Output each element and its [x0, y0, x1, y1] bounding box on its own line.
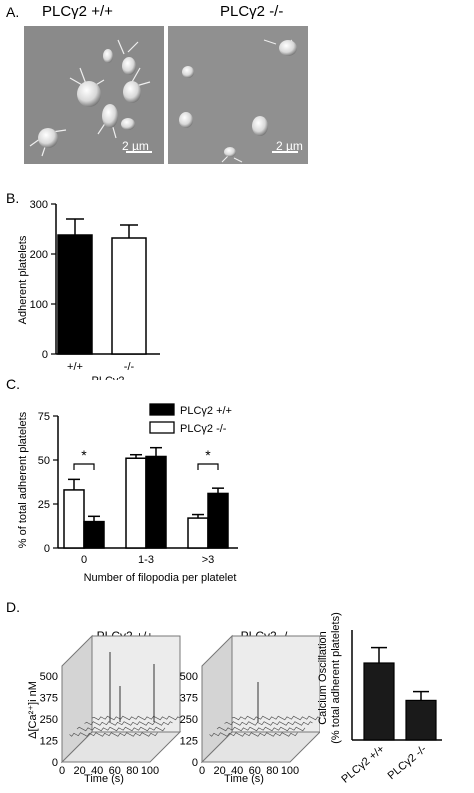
panel-c-legend-swatch — [149, 403, 175, 416]
trace-xtick-label: 60 — [249, 765, 261, 777]
panel-c-xtick-label: >3 — [202, 554, 215, 566]
panel-d-ylabel-line1: Calcium Oscillation — [317, 631, 329, 725]
panel-b-xtick-label: +/+ — [67, 361, 83, 373]
panel-d-xtick-label: PLCγ2 -/- — [386, 743, 430, 782]
panel-d-xtick-label: PLCγ2 +/+ — [339, 743, 387, 786]
panel-c-legend-swatch — [149, 421, 175, 434]
panel-b-letter: B. — [6, 190, 20, 206]
panel-c-legend-label: PLCγ2 -/- — [180, 423, 227, 435]
trace-xtick-label: 20 — [213, 765, 225, 777]
trace-right-side-wall — [201, 634, 233, 764]
panel-c-legend-label: PLCγ2 +/+ — [180, 405, 232, 417]
trace-xtick-label: 0 — [199, 765, 205, 777]
panel-c-xlabel: Number of filopodia per platelet — [84, 572, 237, 584]
panel-c-ylabel: % of total adherent platelets — [17, 411, 29, 548]
trace-right-xlabel: Time (s) — [224, 773, 264, 785]
trace-right-trace — [209, 732, 298, 737]
trace-xtick-label: 40 — [91, 765, 103, 777]
panel-c-bar — [187, 517, 209, 549]
trace-left-side-wall — [61, 634, 93, 764]
panel-c-ytick-label: 50 — [38, 455, 50, 467]
panel-d-letter: D. — [6, 599, 20, 615]
trace-ytick-label: 250 — [180, 714, 198, 726]
micrograph-wildtype — [24, 26, 164, 164]
trace-right-trace — [216, 726, 306, 732]
panel-c-xtick-label: 0 — [81, 554, 87, 566]
panel-b-bar — [111, 237, 147, 355]
panel-b-bar — [57, 234, 93, 355]
panel-c-ytick-label: 75 — [38, 411, 50, 423]
panel-b-xtick-label: -/- — [124, 361, 135, 373]
panel-c-bar — [207, 492, 229, 549]
trace-ytick-label: 125 — [40, 736, 58, 748]
trace-left-trace — [91, 715, 181, 721]
panel-c-chart: % of total adherent platelets Number of … — [0, 378, 280, 593]
panel-b-ytick-label: 300 — [30, 199, 48, 211]
trace-right-back-wall — [231, 635, 321, 733]
trace-xtick-label: 20 — [73, 765, 85, 777]
trace-xtick-label: 40 — [231, 765, 243, 777]
trace-xtick-label: 60 — [109, 765, 121, 777]
trace-xtick-label: 80 — [126, 765, 138, 777]
trace-left-trace — [76, 726, 166, 732]
panel-c-bar — [83, 520, 105, 549]
trace-ytick-label: 250 — [40, 714, 58, 726]
trace-ytick-label: 500 — [180, 671, 198, 683]
panel-c-significance-bracket — [197, 463, 219, 470]
panel-d-bar — [405, 699, 437, 741]
micrograph-knockout — [168, 26, 308, 164]
trace-left-back-wall — [91, 635, 181, 733]
trace-ytick-label: 375 — [40, 693, 58, 705]
trace-ytick-label: 0 — [192, 757, 198, 769]
trace-xtick-label: 100 — [281, 765, 299, 777]
trace-ytick-label: 500 — [40, 671, 58, 683]
panel-d-bar-chart: Calcium Oscillation (% total adherent pl… — [310, 608, 474, 793]
panel-c-ytick-label: 25 — [38, 499, 50, 511]
panel-b-ytick-label: 0 — [42, 349, 48, 361]
trace-ytick-label: 125 — [180, 736, 198, 748]
panel-c-significance-star: * — [205, 447, 211, 463]
panel-d-ylabel-line2: (% total adherent platelets) — [330, 612, 342, 743]
scale-bar-label-right: 2 µm — [276, 139, 303, 153]
panel-b-ylabel: Adherent platelets — [17, 235, 29, 324]
trace-right-trace — [224, 721, 313, 726]
panel-d-traces: Δ[Ca²⁺]i nM Time (s) Time (s) PLCγ2 +/+ … — [0, 612, 322, 793]
panel-c-bar — [125, 457, 147, 549]
panel-c-letter: C. — [6, 376, 20, 392]
panel-d-bar — [363, 662, 395, 741]
trace-xtick-label: 100 — [141, 765, 159, 777]
trace-right-trace — [231, 715, 321, 721]
panel-c-significance-star: * — [81, 447, 87, 463]
panel-c-bar — [145, 455, 167, 549]
panel-c-ytick-label: 0 — [44, 543, 50, 555]
panel-b-ytick-label: 100 — [30, 299, 48, 311]
panel-a-left-title: PLCγ2 +/+ — [42, 3, 113, 20]
scale-bar-label-left: 2 µm — [122, 139, 149, 153]
trace-ytick-label: 0 — [52, 757, 58, 769]
panel-a-letter: A. — [6, 4, 20, 20]
trace-left-trace — [69, 732, 158, 737]
trace-xtick-label: 0 — [59, 765, 65, 777]
trace-left-xlabel: Time (s) — [84, 773, 124, 785]
panel-b-ytick-label: 200 — [30, 249, 48, 261]
panel-c-xtick-label: 1-3 — [138, 554, 154, 566]
trace-ylabel: Δ[Ca²⁺]i nM — [27, 681, 39, 739]
trace-ytick-label: 375 — [180, 693, 198, 705]
trace-xtick-label: 80 — [266, 765, 278, 777]
panel-c-significance-bracket — [73, 463, 95, 470]
panel-a-right-title: PLCγ2 -/- — [220, 3, 284, 20]
trace-left-trace — [84, 721, 173, 726]
panel-c-bar — [63, 489, 85, 549]
